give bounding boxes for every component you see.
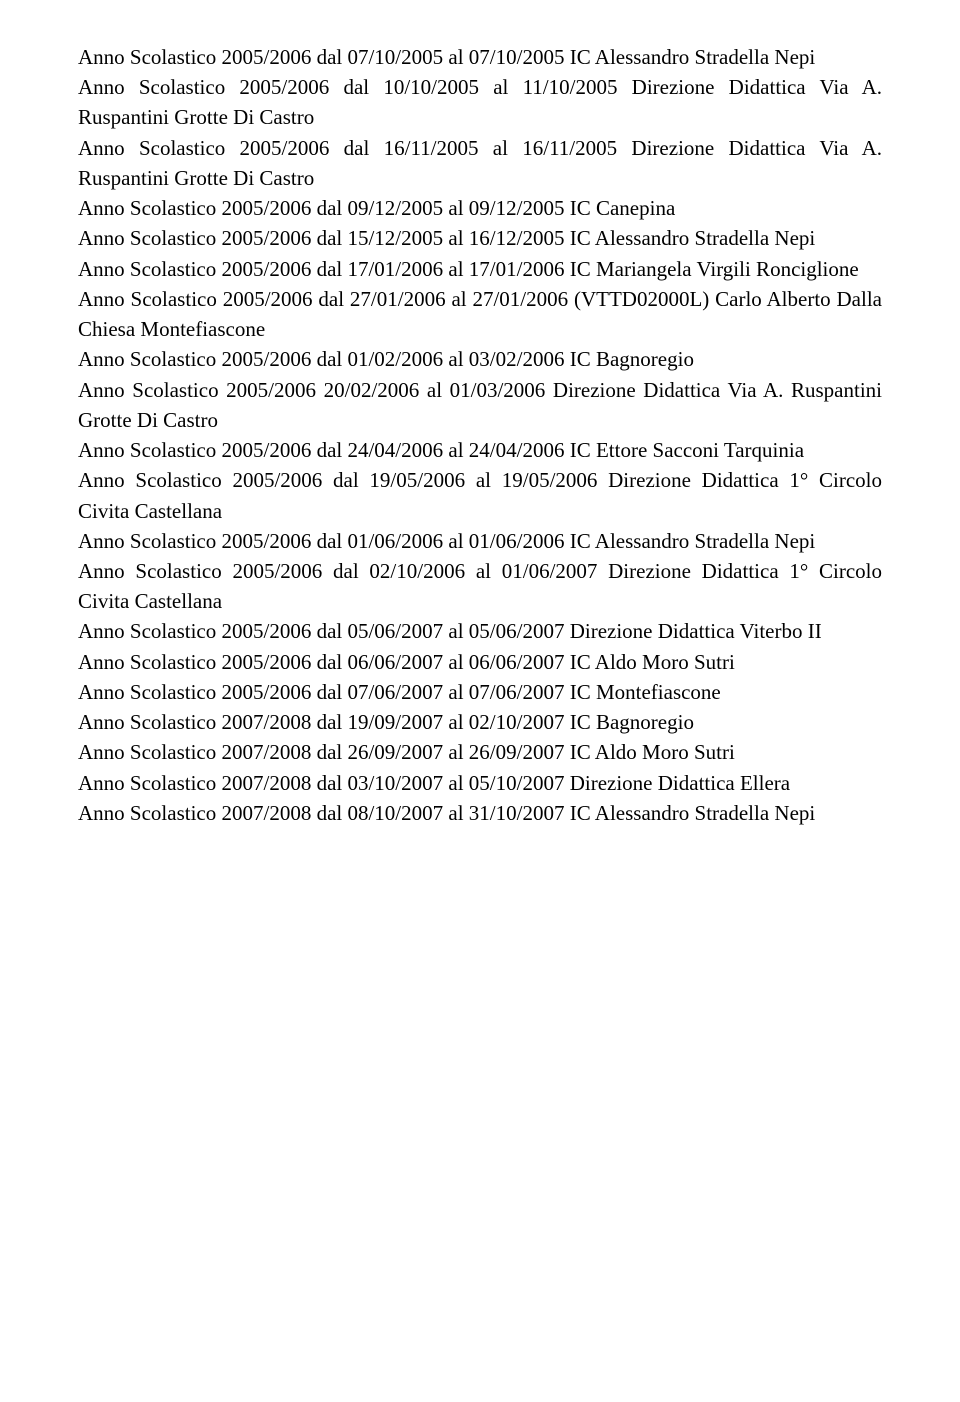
text-line: Anno Scolastico 2007/2008 dal 19/09/2007… xyxy=(78,707,882,737)
text-line: Anno Scolastico 2005/2006 dal 16/11/2005… xyxy=(78,133,882,193)
text-line: Anno Scolastico 2005/2006 dal 06/06/2007… xyxy=(78,647,882,677)
text-line: Anno Scolastico 2005/2006 dal 01/02/2006… xyxy=(78,344,882,374)
text-line: Anno Scolastico 2005/2006 dal 09/12/2005… xyxy=(78,193,882,223)
text-line: Anno Scolastico 2005/2006 20/02/2006 al … xyxy=(78,375,882,435)
text-line: Anno Scolastico 2005/2006 dal 01/06/2006… xyxy=(78,526,882,556)
document-body: Anno Scolastico 2005/2006 dal 07/10/2005… xyxy=(78,42,882,828)
text-line: Anno Scolastico 2007/2008 dal 03/10/2007… xyxy=(78,768,882,798)
text-line: Anno Scolastico 2005/2006 dal 05/06/2007… xyxy=(78,616,882,646)
text-line: Anno Scolastico 2007/2008 dal 08/10/2007… xyxy=(78,798,882,828)
text-line: Anno Scolastico 2005/2006 dal 17/01/2006… xyxy=(78,254,882,284)
text-line: Anno Scolastico 2005/2006 dal 10/10/2005… xyxy=(78,72,882,132)
text-line: Anno Scolastico 2005/2006 dal 02/10/2006… xyxy=(78,556,882,616)
text-line: Anno Scolastico 2005/2006 dal 27/01/2006… xyxy=(78,284,882,344)
text-line: Anno Scolastico 2005/2006 dal 19/05/2006… xyxy=(78,465,882,525)
text-line: Anno Scolastico 2007/2008 dal 26/09/2007… xyxy=(78,737,882,767)
text-line: Anno Scolastico 2005/2006 dal 15/12/2005… xyxy=(78,223,882,253)
text-line: Anno Scolastico 2005/2006 dal 24/04/2006… xyxy=(78,435,882,465)
text-line: Anno Scolastico 2005/2006 dal 07/06/2007… xyxy=(78,677,882,707)
text-line: Anno Scolastico 2005/2006 dal 07/10/2005… xyxy=(78,42,882,72)
